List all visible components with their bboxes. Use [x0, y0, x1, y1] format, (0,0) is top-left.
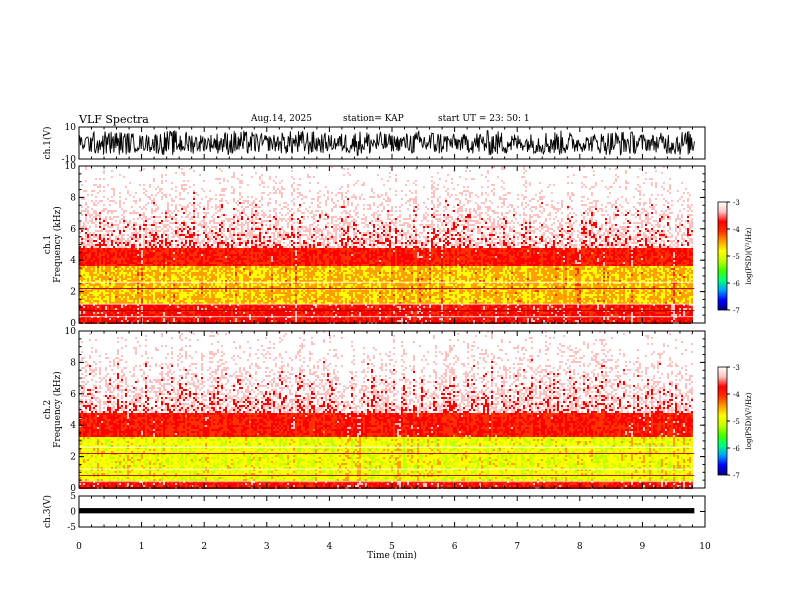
colorbar-tick-label: -6	[733, 445, 740, 453]
y-tick-label: 2	[70, 453, 76, 463]
colorbar-tick-label: -4	[733, 226, 740, 234]
x-tick-label: 1	[139, 542, 145, 552]
spectrogram-ch1	[79, 166, 695, 324]
ch1-waveform-line	[78, 129, 695, 156]
colorbar-label: log(PSD)(V²/Hz)	[745, 392, 753, 449]
y-axis-label: ch.1	[43, 235, 53, 254]
y-tick-label: 6	[70, 390, 76, 400]
y-tick-label: 10	[65, 123, 77, 133]
y-tick-label: 10	[65, 162, 77, 172]
colorbar-tick-label: -3	[733, 199, 740, 207]
y-tick-label: 4	[70, 421, 76, 431]
colorbar-label: log(PSD)(V²/Hz)	[745, 227, 753, 284]
x-tick-label: 2	[201, 542, 207, 552]
colorbar-ch2	[717, 366, 728, 476]
colorbar-ch1	[717, 201, 728, 311]
x-tick-label: 10	[699, 542, 711, 552]
x-tick-label: 6	[452, 542, 458, 552]
y-tick-label: 0	[70, 508, 76, 518]
station-label: station= KAP	[343, 114, 404, 124]
x-tick-label: 3	[264, 542, 270, 552]
ch3-waveform-band	[79, 508, 695, 514]
y-axis-label: ch.2	[43, 400, 53, 419]
y-tick-label: 0	[70, 484, 76, 494]
y-tick-label: 0	[70, 319, 76, 329]
y-tick-label: 5	[70, 492, 76, 502]
y-tick-label: 8	[70, 193, 76, 203]
x-tick-label: 8	[577, 542, 583, 552]
y-tick-label: -10	[62, 155, 77, 165]
colorbar-tick-label: -4	[733, 391, 740, 399]
date-label: Aug.14, 2025	[251, 114, 312, 124]
colorbar-tick-label: -5	[733, 253, 740, 261]
y-axis-label: ch.1(V)	[42, 127, 53, 160]
colorbar-tick-label: -7	[733, 472, 740, 480]
x-tick-label: 0	[76, 542, 82, 552]
y-tick-label: 6	[70, 225, 76, 235]
y-tick-label: 2	[70, 288, 76, 298]
y-axis-label: ch.3(V)	[42, 495, 53, 528]
colorbar-tick-label: -6	[733, 280, 740, 288]
y-axis-label: Frequency (kHz)	[52, 206, 63, 283]
x-tick-label: 9	[640, 542, 646, 552]
y-axis-label: Frequency (kHz)	[52, 371, 63, 448]
x-tick-label: 5	[389, 542, 395, 552]
y-tick-label: 4	[70, 256, 76, 266]
x-tick-label: 7	[514, 542, 520, 552]
colorbar-tick-label: -3	[733, 364, 740, 372]
figure-title: VLF Spectra	[79, 113, 149, 126]
y-tick-label: 8	[70, 358, 76, 368]
spectrogram-ch2	[79, 331, 695, 489]
colorbar-tick-label: -5	[733, 418, 740, 426]
x-tick-label: 4	[327, 542, 333, 552]
y-tick-label: -5	[67, 523, 76, 533]
colorbar-tick-label: -7	[733, 307, 740, 315]
start-time-label: start UT = 23: 50: 1	[438, 114, 530, 124]
y-tick-label: 10	[65, 327, 77, 337]
x-axis-label: Time (min)	[367, 550, 417, 561]
